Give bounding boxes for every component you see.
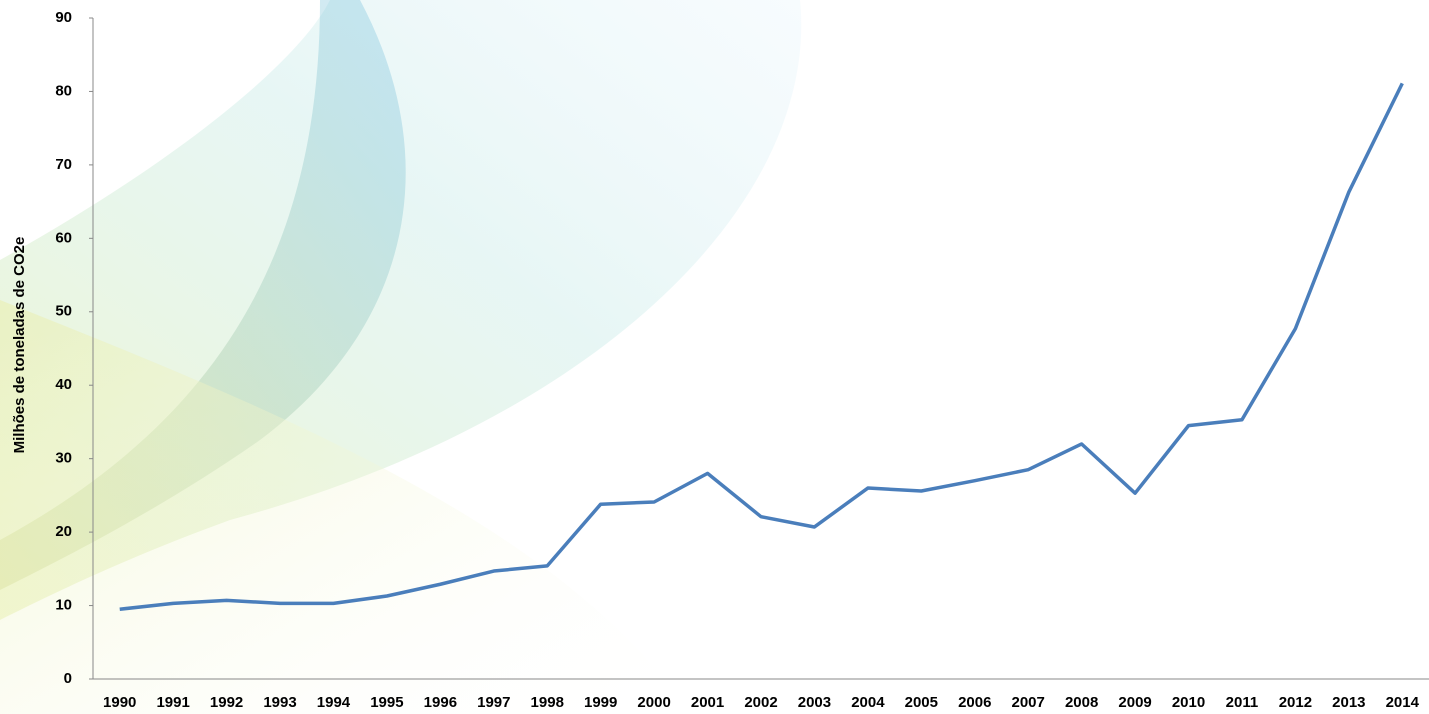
y-tick-label: 90 (55, 9, 72, 26)
x-tick-label: 1991 (156, 694, 189, 711)
x-tick-label: 1993 (263, 694, 296, 711)
x-tick-label: 1997 (477, 694, 510, 711)
y-tick-label: 20 (55, 523, 72, 540)
x-tick-label: 2014 (1386, 694, 1420, 711)
y-tick-label: 10 (55, 597, 72, 614)
x-tick-label: 2004 (851, 694, 885, 711)
y-tick-label: 60 (55, 229, 72, 246)
x-tick-label: 2010 (1172, 694, 1205, 711)
x-tick-label: 1990 (103, 694, 136, 711)
y-tick-label: 0 (64, 670, 72, 687)
x-tick-label: 2013 (1332, 694, 1365, 711)
y-tick-label: 50 (55, 303, 72, 320)
y-tick-label: 70 (55, 156, 72, 173)
y-tick-label: 30 (55, 450, 72, 467)
data-line (119, 82, 1404, 611)
x-tick-label: 2011 (1226, 694, 1259, 711)
x-tick-label: 2006 (958, 694, 991, 711)
y-tick-label: 40 (55, 376, 72, 393)
y-axis-label: Milhões de toneladas de CO2e (11, 237, 28, 454)
x-tick-label: 2007 (1012, 694, 1045, 711)
x-tick-label: 1995 (370, 694, 403, 711)
x-tick-label: 1999 (584, 694, 617, 711)
y-tick-label: 80 (55, 82, 72, 99)
x-tick-label: 2008 (1065, 694, 1098, 711)
x-tick-label: 2000 (637, 694, 670, 711)
x-tick-label: 1998 (531, 694, 564, 711)
x-tick-label: 1992 (210, 694, 243, 711)
x-tick-label: 1994 (317, 694, 351, 711)
x-tick-label: 2012 (1279, 694, 1312, 711)
background-decoration (0, 0, 802, 714)
x-tick-label: 2005 (905, 694, 938, 711)
x-tick-label: 2002 (744, 694, 777, 711)
x-tick-label: 2001 (691, 694, 724, 711)
x-tick-label: 2003 (798, 694, 831, 711)
x-tick-label: 1996 (424, 694, 457, 711)
x-tick-label: 2009 (1118, 694, 1151, 711)
